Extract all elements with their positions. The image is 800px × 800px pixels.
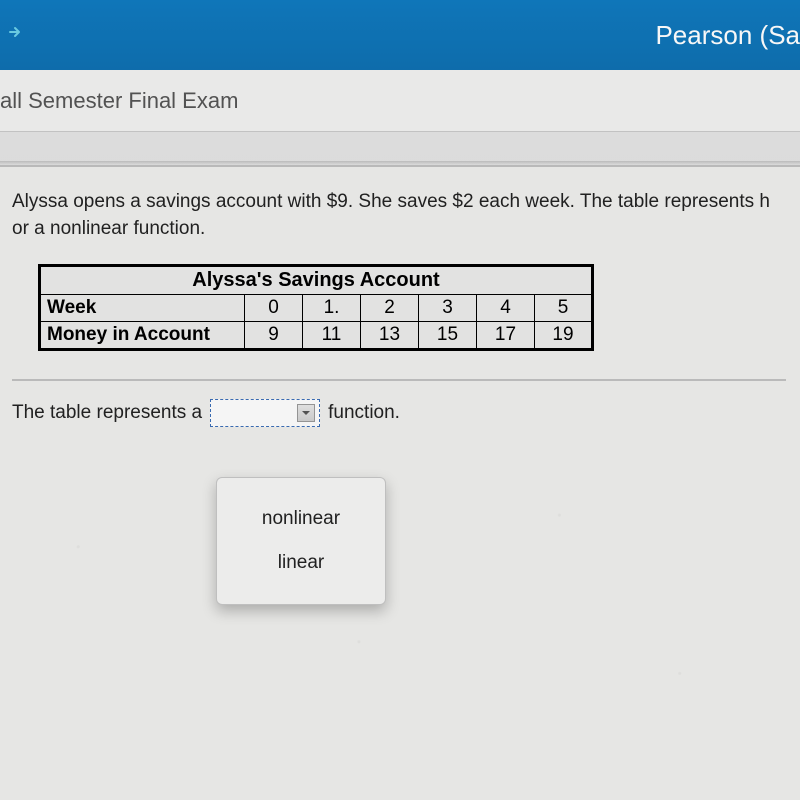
table-cell: 17: [477, 322, 535, 350]
question-panel: Alyssa opens a savings account with $9. …: [0, 165, 800, 800]
table-cell: 4: [477, 295, 535, 322]
dropdown-option-nonlinear[interactable]: nonlinear: [229, 502, 373, 536]
table-row: Week 0 1. 2 3 4 5: [40, 295, 593, 322]
screen: Pearson (Sa all Semester Final Exam Alys…: [0, 0, 800, 800]
table-cell: 11: [303, 322, 361, 350]
row-label: Money in Account: [40, 322, 245, 350]
table-title: Alyssa's Savings Account: [40, 266, 593, 295]
forward-arrow-icon[interactable]: [6, 22, 26, 48]
chevron-down-icon: [297, 404, 315, 422]
table-cell: 13: [361, 322, 419, 350]
question-text-span: Alyssa opens a savings account with $9. …: [12, 191, 770, 239]
table-cell: 15: [419, 322, 477, 350]
photo-noise-overlay: [0, 167, 800, 800]
assignment-title-bar: all Semester Final Exam: [0, 70, 800, 132]
dropdown-option-linear[interactable]: linear: [229, 546, 373, 580]
brand-title: Pearson (Sa: [655, 20, 800, 51]
assignment-title: all Semester Final Exam: [0, 88, 238, 114]
function-type-dropdown[interactable]: [210, 399, 320, 427]
row-label: Week: [40, 295, 245, 322]
table-cell: 9: [245, 322, 303, 350]
section-divider: [12, 379, 786, 381]
table-cell: 19: [535, 322, 593, 350]
table-cell: 5: [535, 295, 593, 322]
dropdown-options-panel: nonlinear linear: [216, 477, 386, 605]
savings-table: Alyssa's Savings Account Week 0 1. 2 3 4…: [38, 264, 594, 351]
answer-after-text: function.: [328, 402, 400, 424]
question-text: Alyssa opens a savings account with $9. …: [12, 189, 786, 242]
table-cell: 0: [245, 295, 303, 322]
app-header: Pearson (Sa: [0, 0, 800, 70]
answer-before-text: The table represents a: [12, 402, 202, 424]
table-cell: 3: [419, 295, 477, 322]
table-cell: 1.: [303, 295, 361, 322]
answer-row: The table represents a function.: [12, 399, 786, 427]
table-cell: 2: [361, 295, 419, 322]
table-row: Money in Account 9 11 13 15 17 19: [40, 322, 593, 350]
